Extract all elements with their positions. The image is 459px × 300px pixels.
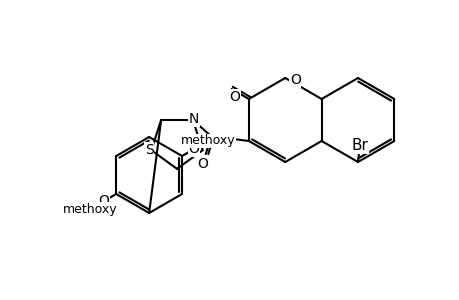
Text: O: O [98,194,109,208]
Text: S: S [145,143,153,157]
Text: O: O [197,157,208,171]
Text: O: O [229,90,240,104]
Text: Br: Br [351,139,368,154]
Text: methoxy: methoxy [180,134,235,148]
Text: N: N [188,112,199,126]
Text: methoxy: methoxy [63,202,118,215]
Text: O: O [289,73,300,87]
Text: O: O [188,142,199,156]
